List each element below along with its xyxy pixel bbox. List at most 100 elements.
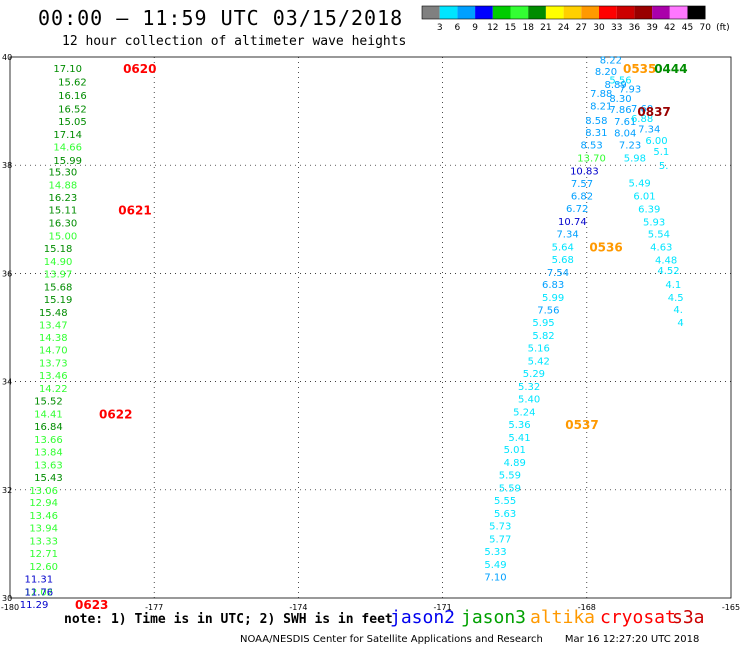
wave-height-label: 15.99	[53, 156, 82, 167]
time-annotation: 0837	[637, 105, 670, 119]
wave-height-label: 5.95	[532, 318, 554, 329]
wave-height-label: 16.16	[58, 91, 87, 102]
colorbar-label: 36	[629, 23, 641, 33]
wave-height-label: 13.84	[34, 447, 63, 458]
wave-height-label: 14.88	[49, 181, 78, 192]
colorbar-label: 27	[576, 23, 587, 33]
wave-height-label: 15.18	[44, 244, 73, 255]
wave-height-label: 13.06	[29, 486, 58, 497]
wave-height-label: 5.99	[542, 293, 564, 304]
wave-height-label: 6.00	[645, 136, 667, 147]
wave-height-label: 6.82	[571, 191, 593, 202]
wave-height-label: 13.73	[39, 359, 68, 370]
units-note: note: 1) Time is in UTC; 2) SWH is in fe…	[64, 612, 393, 627]
wave-height-label: 16.52	[58, 104, 87, 115]
y-tick-label: 34	[2, 378, 12, 387]
wave-height-label: 12.94	[29, 498, 58, 509]
chart-grid	[10, 57, 731, 598]
colorbar-swatch	[563, 6, 582, 19]
colorbar-swatch	[545, 6, 564, 19]
wave-height-label: 12.71	[29, 549, 58, 560]
footer-org: NOAA/NESDIS Center for Satellite Applica…	[240, 634, 543, 645]
colorbar-label: 6	[455, 23, 461, 33]
colorbar-label: 12	[487, 23, 498, 33]
colorbar-swatch	[439, 6, 458, 19]
y-tick-label: 36	[2, 269, 12, 278]
legend-cryosat: cryosat	[600, 607, 676, 628]
legend-jason3: jason3	[461, 607, 527, 628]
colorbar-label: 18	[522, 23, 534, 33]
wave-height-label: 15.05	[58, 117, 87, 128]
wave-height-label: 12.02	[25, 588, 54, 599]
wave-height-label: 7.86	[609, 105, 631, 116]
y-tick-label: 32	[2, 486, 12, 495]
legend-jason2: jason2	[390, 607, 456, 628]
colorbar-label: 33	[611, 23, 622, 33]
wave-height-label: 4.	[673, 305, 683, 316]
wave-height-label: 13.63	[34, 460, 63, 471]
colorbar-swatch	[528, 6, 546, 19]
wave-height-label: 5.24	[513, 407, 535, 418]
wave-height-label: 7.56	[537, 306, 559, 317]
time-annotation: 0620	[123, 62, 156, 76]
wave-height-label: 14.22	[39, 384, 68, 395]
time-annotation: 0623	[75, 598, 108, 612]
wave-height-label: 7.23	[619, 141, 641, 152]
time-annotation: 0536	[589, 240, 622, 254]
wave-height-label: 5.56	[609, 76, 631, 87]
y-tick-label: 40	[2, 53, 12, 62]
wave-height-label: 5.93	[643, 217, 665, 228]
x-tick-label: -165	[722, 603, 740, 612]
wave-height-label: 5.98	[624, 154, 646, 165]
wave-height-label: 16.84	[34, 422, 63, 433]
x-tick-label: -171	[434, 603, 452, 612]
wave-height-label: 5.49	[629, 179, 651, 190]
colorbar-label: 42	[664, 23, 675, 33]
wave-height-label: 7.60	[631, 104, 653, 115]
wave-height-label: 5.73	[489, 522, 511, 533]
x-tick-label: -174	[289, 603, 307, 612]
wave-height-label: 8.31	[585, 128, 607, 139]
wave-height-label: 11.76	[25, 588, 54, 599]
wave-height-label: 15.19	[44, 295, 73, 306]
wave-height-label: 4.5	[668, 293, 684, 304]
wave-height-label: 13.46	[39, 371, 68, 382]
wave-height-label: 7.61	[614, 117, 636, 128]
wave-height-label: 6.83	[542, 280, 564, 291]
wave-height-label: 5.63	[494, 509, 516, 520]
wave-height-label: 11.29	[20, 600, 49, 611]
colorbar-label: (ft)	[716, 23, 730, 33]
time-annotation: 0537	[565, 418, 598, 432]
legend-s3a: s3a	[672, 607, 705, 628]
wave-height-label: 6.01	[633, 191, 655, 202]
x-tick-label: -180	[1, 603, 19, 612]
colorbar-swatch	[634, 6, 653, 19]
wave-height-label: 4	[677, 318, 683, 329]
wave-height-label: 4.89	[504, 458, 526, 469]
wave-height-label: 10.83	[570, 167, 599, 178]
chart-axes: -180 -177 -174 -171 -168 -165 30 32 34 36 38 40	[1, 53, 740, 612]
wave-height-label: 5.1	[653, 147, 669, 158]
wave-height-label: 5.54	[648, 229, 670, 240]
colorbar-swatch	[652, 6, 670, 19]
colorbar-swatch	[492, 6, 511, 19]
wave-height-label: 15.48	[39, 308, 68, 319]
wave-height-label: 8.58	[585, 116, 607, 127]
colorbar-label: 21	[540, 23, 551, 33]
wave-height-label: 8.22	[600, 56, 622, 67]
footer-timestamp: Mar 16 12:27:20 UTC 2018	[564, 634, 700, 645]
legend-altika: altika	[530, 607, 596, 628]
wave-height-label: 5.59	[499, 471, 521, 482]
time-annotation: 0535	[623, 62, 656, 76]
colorbar-swatch	[687, 6, 706, 19]
wave-height-label: 8.21	[590, 102, 612, 113]
wave-height-label: 4.48	[655, 255, 677, 266]
wave-height-label: 13.97	[44, 269, 73, 280]
wave-height-label: 13.70	[577, 154, 606, 165]
colorbar-swatch	[475, 6, 493, 19]
wave-height-label: 13.33	[29, 537, 58, 548]
wave-height-label: 4.52	[657, 266, 679, 277]
colorbar-swatch	[599, 6, 617, 19]
wave-height-label: 5.33	[484, 547, 506, 558]
wave-height-label: 8.89	[605, 80, 627, 91]
